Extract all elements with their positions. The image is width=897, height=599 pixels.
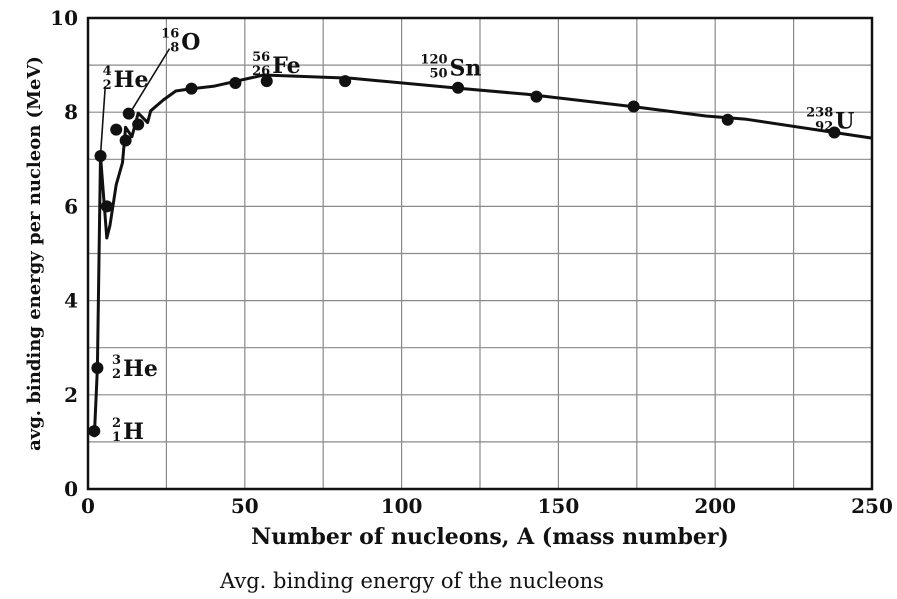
data-point [339,75,352,88]
y-tick-label: 4 [64,289,78,313]
isotope-symbol: He [123,356,158,382]
isotope-symbol: H [123,419,144,445]
data-point [122,107,135,120]
isotope-atomic-number: 2 [103,78,112,93]
isotope-symbol: He [114,67,149,93]
isotope-atomic-number: 8 [170,41,179,56]
data-point [452,81,465,94]
isotope-label: 42 He [103,64,149,93]
data-point [110,123,123,136]
isotope-symbol: Fe [272,53,300,79]
isotope-label: 21 H [112,416,144,445]
isotope-atomic-number: 50 [429,66,447,81]
data-point [94,150,107,163]
data-point [721,113,734,126]
y-tick-label: 2 [64,383,78,407]
x-tick-label: 0 [81,494,95,518]
isotope-atomic-number: 2 [112,367,121,382]
isotope-symbol: O [181,30,200,56]
data-point [828,126,841,139]
data-point [627,100,640,113]
x-tick-labels: 0 50 100 150 200 250 [81,494,893,518]
y-tick-label: 8 [64,100,78,124]
isotope-label: 168 O [161,27,200,56]
isotope-symbol: U [835,109,854,135]
isotope-atomic-number: 92 [815,120,833,135]
x-tick-label: 200 [694,494,736,518]
x-tick-label: 150 [538,494,580,518]
binding-energy-curve [92,73,873,438]
data-point [185,82,198,95]
figure-caption: Avg. binding energy of the nucleons [219,569,604,593]
data-point [88,425,101,438]
data-point [260,75,273,88]
data-point [530,90,543,103]
isotope-mass-number: 4 [103,64,112,79]
label-leader-line [99,86,107,155]
y-axis-label: avg. binding energy per nucleon (MeV) [24,56,45,451]
data-point [100,200,113,213]
data-point [91,361,104,374]
isotope-mass-number: 238 [806,106,833,121]
isotope-mass-number: 56 [252,50,270,65]
y-tick-labels: 0 2 4 6 8 10 [50,6,78,501]
x-axis-label: Number of nucleons, A (mass number) [251,524,729,550]
label-leader-line [131,48,171,111]
data-point [132,118,145,131]
y-tick-label: 10 [50,6,78,30]
y-tick-label: 0 [64,477,78,501]
isotope-mass-number: 3 [112,353,121,368]
data-markers [88,75,841,438]
isotope-mass-number: 120 [420,52,447,67]
y-tick-label: 6 [64,194,78,218]
isotope-mass-number: 2 [112,416,121,431]
x-tick-label: 100 [381,494,423,518]
isotope-symbol: Sn [450,55,482,81]
x-tick-label: 250 [851,494,893,518]
isotope-atomic-number: 26 [252,64,270,79]
data-point [229,76,242,89]
x-tick-label: 50 [231,494,259,518]
plot-frame [86,16,874,491]
data-point [119,134,132,147]
isotope-label: 32 He [112,353,158,382]
isotope-atomic-number: 1 [112,430,121,445]
isotope-mass-number: 16 [161,27,179,42]
